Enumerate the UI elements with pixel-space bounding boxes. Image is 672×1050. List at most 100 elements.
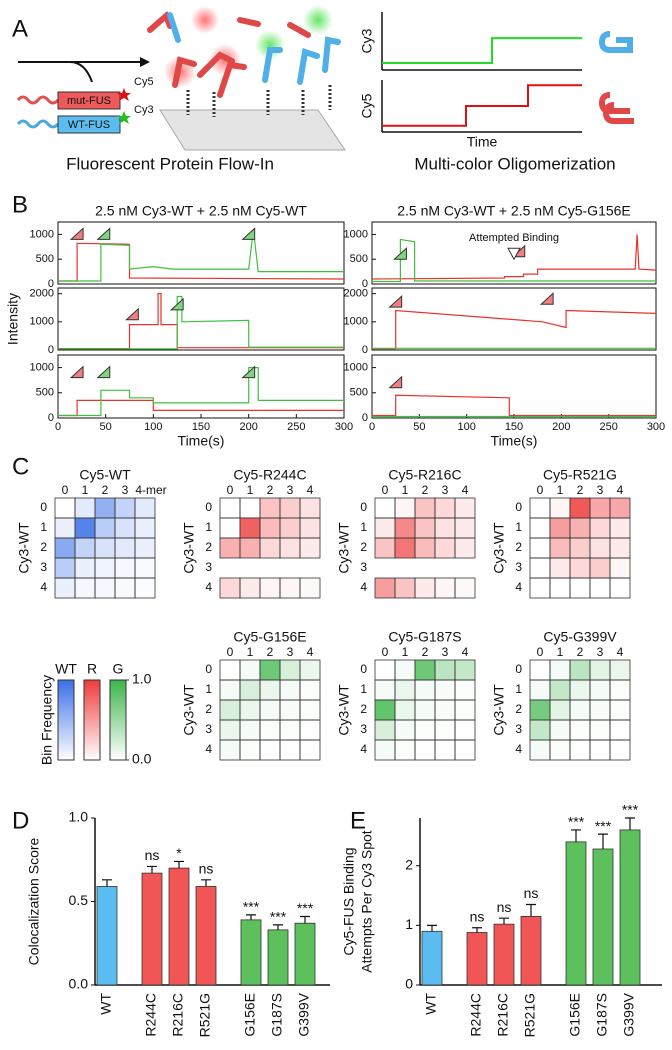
heat-cell (279, 577, 301, 599)
y-category: 2 (515, 540, 522, 554)
heat-cell (549, 739, 571, 761)
heat-cell (219, 577, 241, 599)
heat-cell (529, 557, 551, 579)
heatmap-title: Cy5-G156E (233, 629, 306, 645)
heat-cell (259, 517, 281, 539)
heat-cell (549, 517, 571, 539)
bar (141, 872, 163, 986)
heat-cell (454, 679, 476, 701)
x-tick-label: G156E (242, 993, 258, 1037)
heat-cell (374, 517, 396, 539)
heat-cell (279, 699, 301, 721)
y-axis-label: Cy3-WT (181, 684, 197, 736)
y-tick-label: 1000 (30, 316, 54, 328)
trace-line (58, 229, 344, 282)
heat-cell (279, 719, 301, 741)
heatmap-title: Cy5-WT (79, 467, 131, 483)
heat-cell (569, 719, 591, 741)
x-category: 4-mer (135, 483, 166, 497)
heat-cell (529, 497, 551, 519)
error-bar (625, 817, 635, 830)
heat-cell (414, 739, 436, 761)
heat-cell (549, 577, 571, 599)
x-category: 3 (597, 483, 604, 497)
heat-cell (529, 739, 551, 761)
heat-cell (454, 659, 476, 681)
heat-cell (374, 497, 396, 519)
heat-cell (454, 497, 476, 519)
y-category: 2 (205, 540, 212, 554)
heat-cell (299, 719, 321, 741)
heat-cell (414, 659, 436, 681)
significance: *** (243, 899, 260, 915)
trace-line (371, 234, 657, 280)
panel-label: E (350, 807, 366, 834)
error-bar (526, 903, 536, 917)
error-bar (499, 917, 509, 925)
heat-cell (219, 679, 241, 701)
colorbar-tick-label: 1.0 (132, 671, 152, 687)
heat-cell (259, 537, 281, 559)
y-tick-label: 1000 (30, 228, 54, 240)
heat-cell (589, 739, 611, 761)
y-category: 4 (205, 742, 212, 756)
heat-cell (134, 517, 156, 539)
error-bar (571, 829, 581, 842)
heat-cell (259, 719, 281, 741)
y-category: 4 (515, 580, 522, 594)
x-tick-label: 0 (55, 421, 61, 433)
heat-cell (259, 659, 281, 681)
y-category: 1 (360, 520, 367, 534)
colorbar-label: WT (55, 661, 77, 677)
significance: ns (524, 885, 539, 901)
y-axis-label: Cy3-WT (181, 522, 197, 574)
y-category: 2 (360, 540, 367, 554)
x-category: 1 (82, 483, 89, 497)
heat-cell (394, 537, 416, 559)
x-category: 1 (402, 483, 409, 497)
x-tick-label: R244C (468, 993, 484, 1037)
heat-cell (549, 659, 571, 681)
x-category: 2 (422, 483, 429, 497)
panel-label: D (12, 807, 29, 834)
x-category: 3 (442, 645, 449, 659)
trace-line (372, 238, 656, 283)
x-category: 2 (577, 483, 584, 497)
heat-cell (609, 537, 631, 559)
colorbar (83, 679, 101, 761)
x-category: 3 (597, 645, 604, 659)
chart-title: 2.5 nM Cy3-WT + 2.5 nM Cy5-G156E (397, 203, 631, 219)
heat-cell (299, 497, 321, 519)
heat-cell (549, 497, 571, 519)
heat-cell (589, 679, 611, 701)
heat-cell (394, 719, 416, 741)
heat-cell (94, 517, 116, 539)
y-category: 1 (360, 682, 367, 696)
event-marker (241, 365, 256, 379)
x-category: 4 (617, 483, 624, 497)
heat-cell (589, 537, 611, 559)
heat-cell (259, 699, 281, 721)
heat-cell (239, 739, 261, 761)
heat-cell (374, 679, 396, 701)
bar (96, 886, 118, 986)
x-category: 0 (62, 483, 69, 497)
heat-cell (239, 659, 261, 681)
error-bar (147, 865, 157, 874)
bar (168, 867, 190, 986)
x-tick-label: 300 (335, 421, 353, 433)
heat-cell (569, 699, 591, 721)
heat-cell (394, 659, 416, 681)
x-category: 0 (537, 645, 544, 659)
heat-cell (279, 537, 301, 559)
heat-cell (219, 719, 241, 741)
y-tick-label: 500 (350, 387, 368, 399)
heat-cell (434, 679, 456, 701)
x-category: 2 (102, 483, 109, 497)
x-tick-label: 150 (505, 421, 523, 433)
heat-cell (299, 537, 321, 559)
bar (592, 848, 614, 986)
plot-frame (371, 287, 657, 351)
heat-cell (94, 557, 116, 579)
